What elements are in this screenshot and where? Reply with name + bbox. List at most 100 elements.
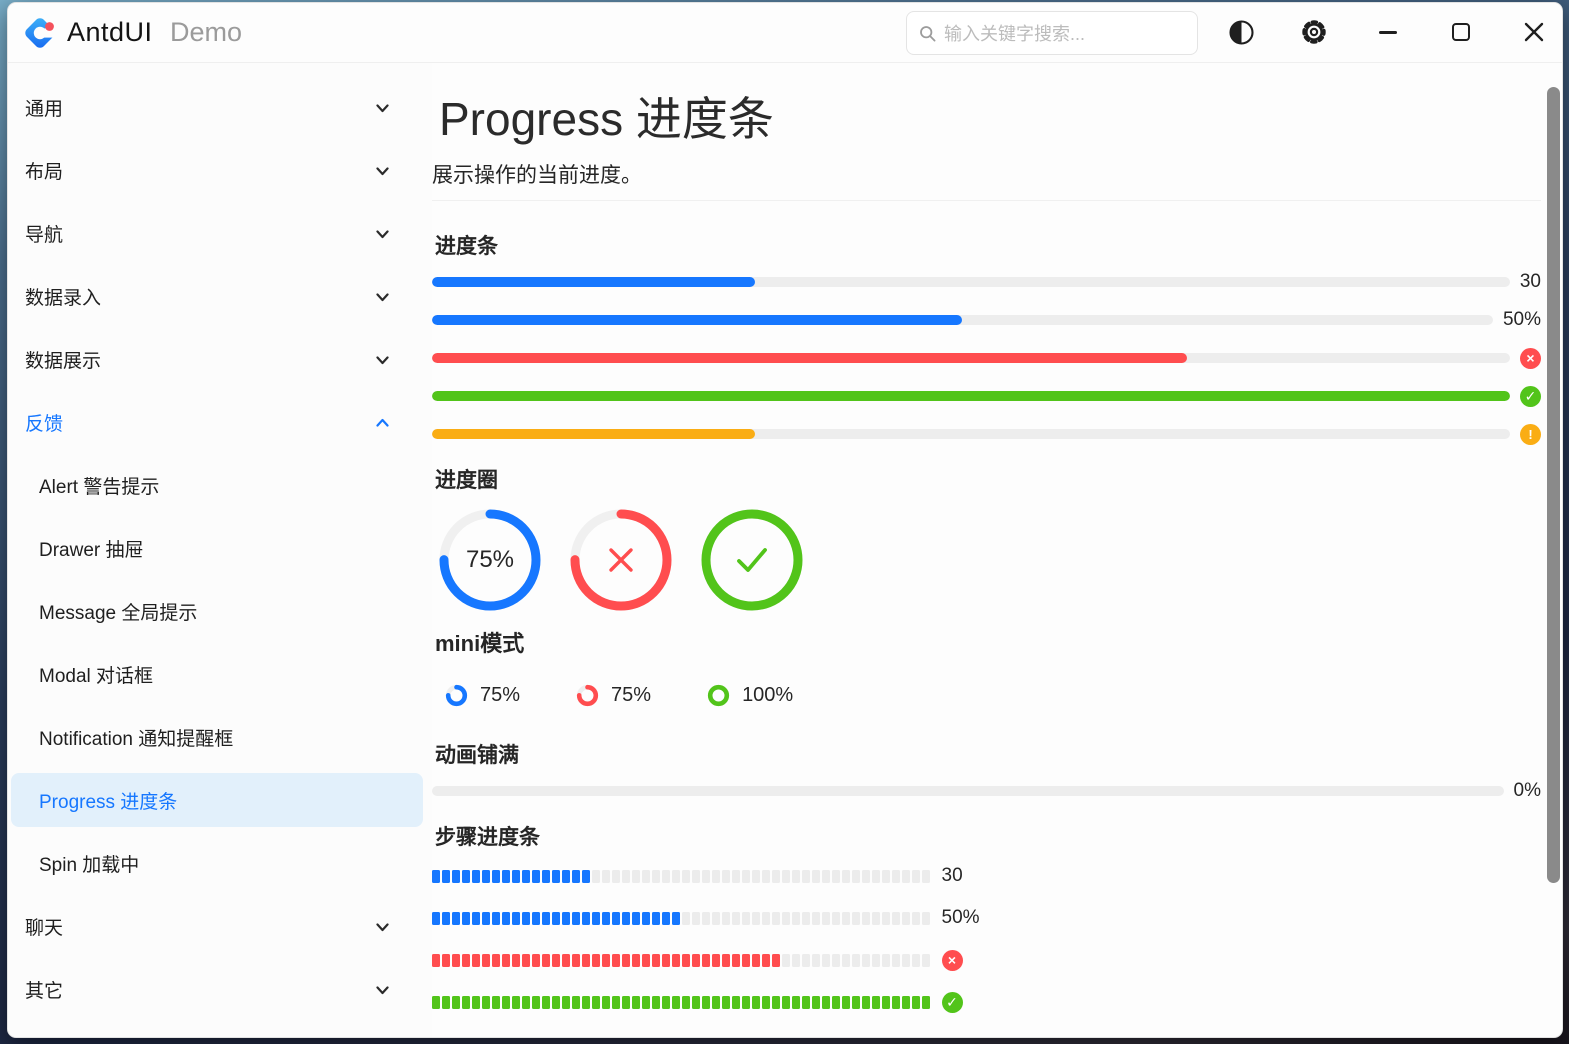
step-segment xyxy=(912,869,920,883)
step-segment xyxy=(752,995,760,1009)
step-segment xyxy=(872,911,880,925)
step-segment xyxy=(532,911,540,925)
step-segment xyxy=(882,911,890,925)
scrollbar-thumb[interactable] xyxy=(1547,87,1560,883)
mini-progress: 75% xyxy=(576,684,651,707)
step-segment xyxy=(662,953,670,967)
step-segment xyxy=(622,953,630,967)
step-segment xyxy=(632,953,640,967)
maximize-button[interactable] xyxy=(1440,11,1482,53)
sidebar-item-导航[interactable]: 导航 xyxy=(8,202,432,265)
progress-value-label: 30 xyxy=(1519,271,1541,292)
progress-fill xyxy=(432,391,1510,401)
step-segment xyxy=(472,869,480,883)
sidebar-item-label: Notification 通知提醒框 xyxy=(39,729,234,750)
step-segment xyxy=(852,869,860,883)
step-segment xyxy=(732,995,740,1009)
step-segments xyxy=(432,869,930,883)
status-badge-success: ✓ xyxy=(941,991,963,1013)
sidebar: 通用 布局 导航数据录入数据展示 反馈 Alert 警告提示 Drawer 抽屉 Messa… xyxy=(8,63,432,1037)
sidebar-item-聊天[interactable]: 聊天 xyxy=(8,895,432,958)
step-segment xyxy=(502,995,510,1009)
sidebar-item-布局[interactable]: 布局 xyxy=(8,139,432,202)
section-heading-step: 步骤进度条 xyxy=(435,826,540,849)
settings-button[interactable] xyxy=(1293,11,1335,53)
step-segment xyxy=(802,911,810,925)
sidebar-item-message-全局提示[interactable]: Message 全局提示 xyxy=(8,580,432,643)
step-segment xyxy=(582,995,590,1009)
step-segment xyxy=(822,869,830,883)
sidebar-item-其它[interactable]: 其它 xyxy=(8,958,432,1021)
step-segment xyxy=(872,995,880,1009)
sidebar-item-spin-加载中[interactable]: Spin 加载中 xyxy=(8,832,432,895)
sidebar-item-notification-通知提醒框[interactable]: Notification 通知提醒框 xyxy=(8,706,432,769)
sidebar-item-label: 聊天 xyxy=(25,918,64,939)
step-segment xyxy=(792,911,800,925)
chevron-down-icon xyxy=(376,355,389,364)
sidebar-item-drawer-抽屉[interactable]: Drawer 抽屉 xyxy=(8,517,432,580)
search-input[interactable]: 输入关键字搜索... xyxy=(906,11,1198,55)
step-segment xyxy=(762,995,770,1009)
app-title: AntdUI xyxy=(67,17,153,47)
step-segment xyxy=(802,995,810,1009)
step-segment xyxy=(512,995,520,1009)
step-segment xyxy=(552,995,560,1009)
step-segment xyxy=(692,995,700,1009)
mini-progress-list: 75% 75% 100% xyxy=(445,682,793,708)
step-segment xyxy=(722,869,730,883)
theme-contrast-button[interactable] xyxy=(1220,11,1262,53)
step-segment xyxy=(552,869,560,883)
close-button[interactable] xyxy=(1513,11,1555,53)
sidebar-item-数据展示[interactable]: 数据展示 xyxy=(8,328,432,391)
step-segment xyxy=(492,911,500,925)
mini-progress-ring xyxy=(576,684,599,706)
step-segment xyxy=(862,911,870,925)
divider xyxy=(432,200,1541,201)
progress-track xyxy=(432,429,1510,439)
step-segment xyxy=(442,995,450,1009)
step-segment xyxy=(612,911,620,925)
step-segment xyxy=(452,869,460,883)
step-segment xyxy=(662,911,670,925)
step-segment xyxy=(752,911,760,925)
sidebar-item-数据录入[interactable]: 数据录入 xyxy=(8,265,432,328)
status-badge-error: × xyxy=(941,949,963,971)
step-segment xyxy=(492,869,500,883)
progress-fill xyxy=(432,429,756,439)
page-description: 展示操作的当前进度。 xyxy=(432,164,642,187)
step-segment xyxy=(562,953,570,967)
progress-bar-row: × xyxy=(432,339,1541,377)
gear-icon xyxy=(1302,20,1326,44)
step-segment xyxy=(632,869,640,883)
step-segment xyxy=(462,869,470,883)
step-segment xyxy=(502,953,510,967)
progress-ring xyxy=(439,509,541,611)
minimize-button[interactable] xyxy=(1367,11,1409,53)
step-segment xyxy=(602,869,610,883)
step-segment xyxy=(792,869,800,883)
step-segment xyxy=(652,995,660,1009)
step-segment xyxy=(722,953,730,967)
step-segment xyxy=(712,995,720,1009)
sidebar-item-progress-进度条[interactable]: Progress 进度条 xyxy=(8,769,432,832)
step-segment xyxy=(532,953,540,967)
step-segment xyxy=(462,995,470,1009)
sidebar-item-alert-警告提示[interactable]: Alert 警告提示 xyxy=(8,454,432,517)
step-segment xyxy=(832,995,840,1009)
step-segment xyxy=(532,869,540,883)
step-segment xyxy=(922,953,930,967)
progress-circle xyxy=(700,508,804,612)
step-segment xyxy=(812,869,820,883)
sidebar-item-反馈[interactable]: 反馈 xyxy=(8,391,432,454)
sidebar-item-modal-对话框[interactable]: Modal 对话框 xyxy=(8,643,432,706)
titlebar: AntdUI Demo 输入关键字搜索... xyxy=(8,3,1562,63)
step-segment xyxy=(522,995,530,1009)
progress-track xyxy=(432,315,1493,325)
step-segment xyxy=(452,953,460,967)
step-segment xyxy=(662,995,670,1009)
step-segment xyxy=(592,911,600,925)
sidebar-item-通用[interactable]: 通用 xyxy=(8,76,432,139)
step-segment xyxy=(612,953,620,967)
sidebar-item-label: 数据录入 xyxy=(25,288,102,309)
progress-track xyxy=(432,277,1510,287)
